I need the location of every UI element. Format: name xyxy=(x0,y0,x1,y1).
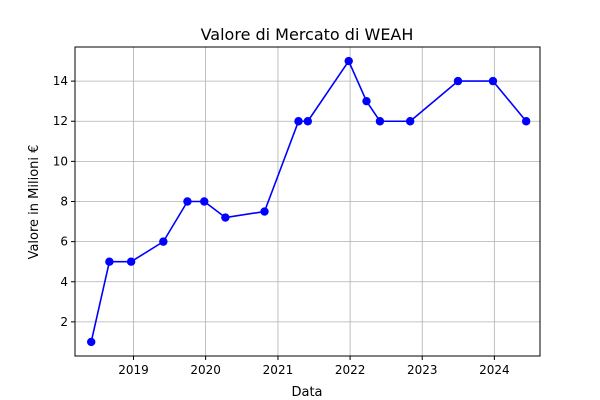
data-point xyxy=(87,337,96,347)
y-tick-label: 2 xyxy=(60,315,68,329)
y-tick-label: 4 xyxy=(60,275,68,289)
y-tick-label: 14 xyxy=(53,74,68,88)
data-point xyxy=(344,56,353,66)
data-point xyxy=(200,197,209,206)
data-point xyxy=(105,257,114,266)
x-tick-label: 2022 xyxy=(335,363,366,377)
data-point xyxy=(159,237,168,246)
chart-title: Valore di Mercato di WEAH xyxy=(201,25,414,44)
ticks: 2019 2020 2021 2022 2023 2024 2 4 6 8 10 12 14 xyxy=(53,74,510,377)
data-point xyxy=(453,76,463,86)
data-point xyxy=(521,117,531,126)
y-axis-label: Valore in Milioni € xyxy=(27,145,42,260)
y-tick-label: 6 xyxy=(60,235,68,249)
x-axis-label: Data xyxy=(291,385,322,400)
y-tick-label: 10 xyxy=(53,154,68,168)
data-point xyxy=(488,76,498,86)
x-tick-label: 2023 xyxy=(407,363,438,377)
x-tick-label: 2024 xyxy=(479,363,510,377)
x-tick-label: 2019 xyxy=(118,363,149,377)
y-tick-label: 12 xyxy=(53,114,68,128)
data-point xyxy=(405,117,415,126)
data-point xyxy=(126,257,136,266)
data-point xyxy=(183,197,192,206)
data-point xyxy=(221,213,230,222)
data-point xyxy=(375,117,385,126)
data-point xyxy=(362,96,371,106)
data-point xyxy=(260,207,269,216)
data-point xyxy=(303,117,312,126)
y-tick-label: 8 xyxy=(60,195,68,209)
x-tick-label: 2020 xyxy=(190,363,221,377)
series-layer xyxy=(87,56,531,347)
x-tick-label: 2021 xyxy=(263,363,294,377)
data-point xyxy=(294,117,303,126)
